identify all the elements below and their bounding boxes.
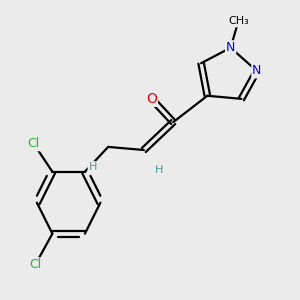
Text: Cl: Cl — [29, 258, 41, 271]
Text: O: O — [146, 92, 157, 106]
Text: N: N — [226, 41, 235, 54]
Text: H: H — [88, 162, 97, 172]
Text: Cl: Cl — [28, 137, 40, 150]
Text: CH₃: CH₃ — [228, 16, 249, 26]
Text: H: H — [155, 165, 164, 175]
Text: N: N — [252, 64, 262, 77]
